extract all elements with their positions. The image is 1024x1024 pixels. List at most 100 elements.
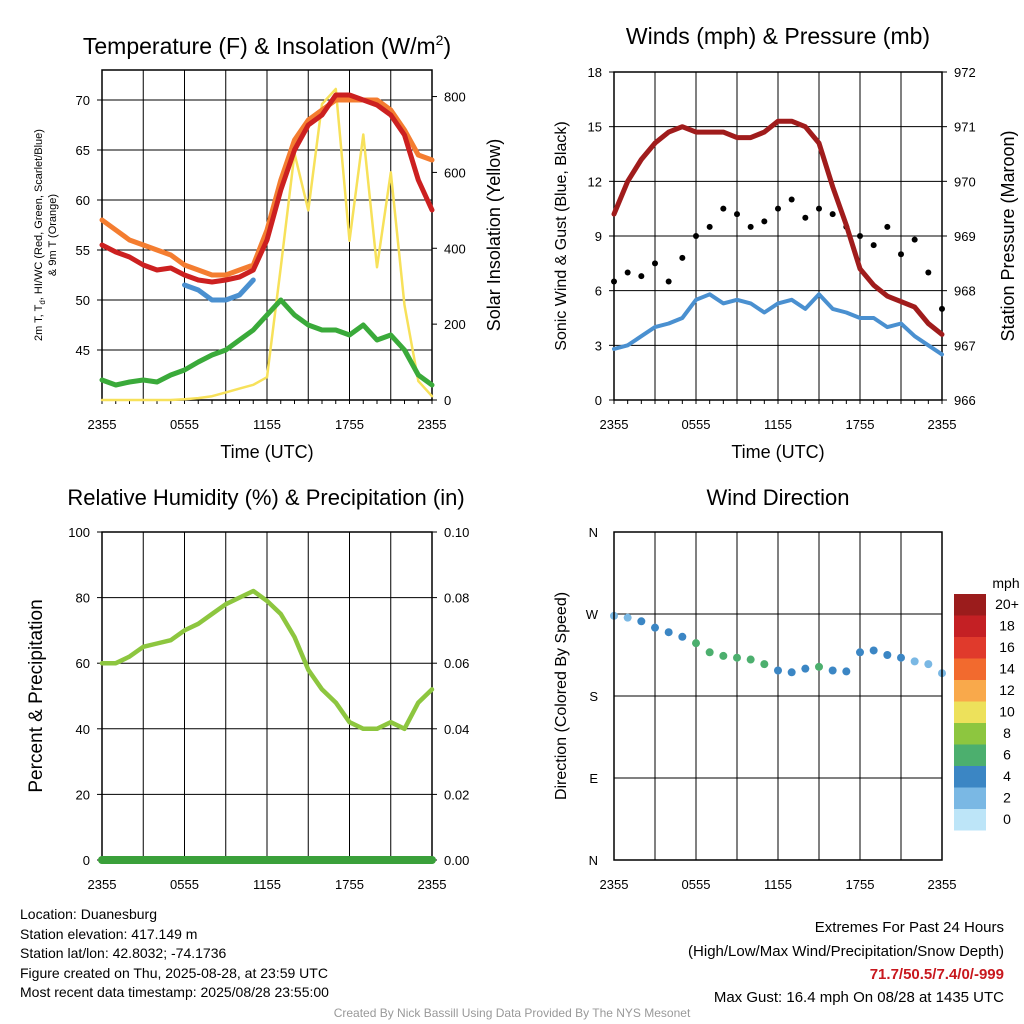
dir-legend-title: mph [992, 575, 1019, 591]
temp-y-tick-label: 50 [76, 293, 90, 308]
created-text: Figure created on Thu, 2025-08-28, at 23… [20, 964, 328, 981]
direction-point [637, 617, 646, 626]
wind-y2-tick-label: 966 [954, 393, 976, 408]
temp-x-tick-label: 2355 [418, 417, 447, 432]
wind-x-tick-label: 1155 [764, 417, 792, 432]
gust-point [829, 211, 836, 218]
wind-x-axis-label: Time (UTC) [731, 442, 824, 462]
direction-point [623, 613, 632, 622]
dir-chart-title: Wind Direction [706, 485, 849, 510]
direction-point [664, 628, 673, 637]
gust-point [898, 251, 904, 258]
legend-swatch [954, 723, 986, 745]
temperature-series-line [99, 97, 435, 278]
wind-y2-tick-label: 970 [954, 174, 976, 189]
rh-y-tick-label: 80 [76, 591, 90, 606]
sonic-wind-line [612, 292, 944, 357]
legend-label: 2 [1003, 790, 1011, 806]
temp-x-tick-label: 1755 [335, 417, 364, 432]
gust-point [870, 242, 877, 249]
legend-swatch [954, 594, 986, 616]
gust-point [939, 305, 945, 312]
wind-y-tick-label: 0 [595, 393, 602, 408]
wind-y-tick-label: 3 [595, 338, 602, 353]
legend-swatch [954, 744, 986, 766]
gust-point [802, 214, 809, 221]
wind-x-tick-label: 2355 [928, 417, 957, 432]
gust-point [788, 196, 795, 203]
direction-point [746, 655, 755, 664]
rh-y-axis-label: Percent & Precipitation [26, 599, 47, 792]
legend-label: 8 [1003, 725, 1011, 741]
legend-label: 10 [999, 704, 1015, 720]
extremes-values: 71.7/50.5/7.4/0/-999 [869, 966, 1004, 983]
gust-point [911, 236, 918, 243]
legend-swatch [954, 787, 986, 809]
rh-x-tick-label: 2355 [418, 877, 447, 892]
rh-y-tick-label: 0 [83, 853, 90, 868]
wind-x-tick-label: 1755 [846, 417, 875, 432]
legend-label: 14 [999, 661, 1015, 677]
gust-point [665, 278, 672, 285]
legend-label: 16 [999, 639, 1015, 655]
direction-point [815, 662, 823, 671]
dir-y-tick-label: N [589, 525, 598, 540]
dir-y-tick-label: N [589, 853, 598, 868]
wind-y2-tick-label: 971 [954, 120, 976, 135]
wind-x-tick-label: 0555 [682, 417, 711, 432]
rh-y2-tick-label: 0.10 [444, 525, 469, 540]
recent-data-text: Most recent data timestamp: 2025/08/28 2… [20, 984, 329, 1000]
extremes-subtitle: (High/Low/Max Wind/Precipitation/Snow De… [688, 943, 1004, 960]
rh-y2-tick-label: 0.00 [444, 853, 469, 868]
temp-y-tick-label: 55 [76, 243, 90, 258]
legend-swatch [954, 615, 986, 637]
temp-y2-axis-label: Solar Insolation (Yellow) [484, 139, 504, 331]
legend-swatch [954, 637, 986, 659]
wind-y2-tick-label: 972 [954, 65, 976, 80]
direction-point [856, 648, 864, 657]
gust-point [761, 218, 768, 225]
temperature-series-line [99, 92, 435, 285]
wind-y2-tick-label: 969 [954, 229, 976, 244]
direction-point [869, 646, 878, 655]
direction-point [651, 623, 659, 632]
wind-chart-title: Winds (mph) & Pressure (mb) [626, 23, 930, 49]
direction-point [897, 653, 905, 662]
dir-plot-frame [613, 531, 943, 861]
legend-swatch [954, 766, 986, 788]
wind-y-tick-label: 15 [588, 120, 602, 135]
gust-point [734, 211, 740, 218]
rh-x-tick-label: 2355 [88, 877, 117, 892]
temp-y2-tick-label: 0 [444, 393, 451, 408]
gust-point [624, 269, 631, 276]
station-info: Location: Duanesburg Station elevation: … [20, 905, 329, 1003]
temp-x-tick-label: 0555 [170, 417, 199, 432]
direction-point [801, 664, 810, 673]
temp-chart-title: Temperature (F) & Insolation (W/m2) [83, 32, 451, 59]
wind-x-tick-label: 2355 [600, 417, 629, 432]
temp-y-axis-label: 2m T, Td, HI/WC (Red, Green, Scarlet/Blu… [33, 129, 47, 341]
dir-x-tick-label: 1755 [846, 877, 875, 892]
wind-plot-frame [613, 71, 943, 401]
direction-point [733, 653, 741, 662]
legend-swatch [954, 701, 986, 723]
gust-point [925, 269, 932, 276]
direction-point [760, 660, 769, 669]
rh-y2-tick-label: 0.04 [444, 722, 469, 737]
location-text: Location: Duanesburg [20, 906, 157, 922]
dir-y-tick-label: S [589, 689, 598, 704]
gust-point [611, 278, 617, 285]
dir-x-tick-label: 0555 [682, 877, 711, 892]
rh-x-tick-label: 1155 [253, 877, 281, 892]
wind-y-axis-label: Sonic Wind & Gust (Blue, Black) [553, 121, 570, 350]
gust-point [775, 205, 781, 212]
wind-y-tick-label: 18 [588, 65, 602, 80]
temp-y-axis-label-line2: & 9m T (Orange) [47, 194, 59, 276]
legend-label: 12 [999, 682, 1015, 698]
temperature-series-line [99, 297, 435, 388]
temp-y-tick-label: 45 [76, 343, 90, 358]
gust-point [816, 205, 822, 212]
gust-point [720, 205, 727, 212]
direction-point [774, 666, 782, 675]
